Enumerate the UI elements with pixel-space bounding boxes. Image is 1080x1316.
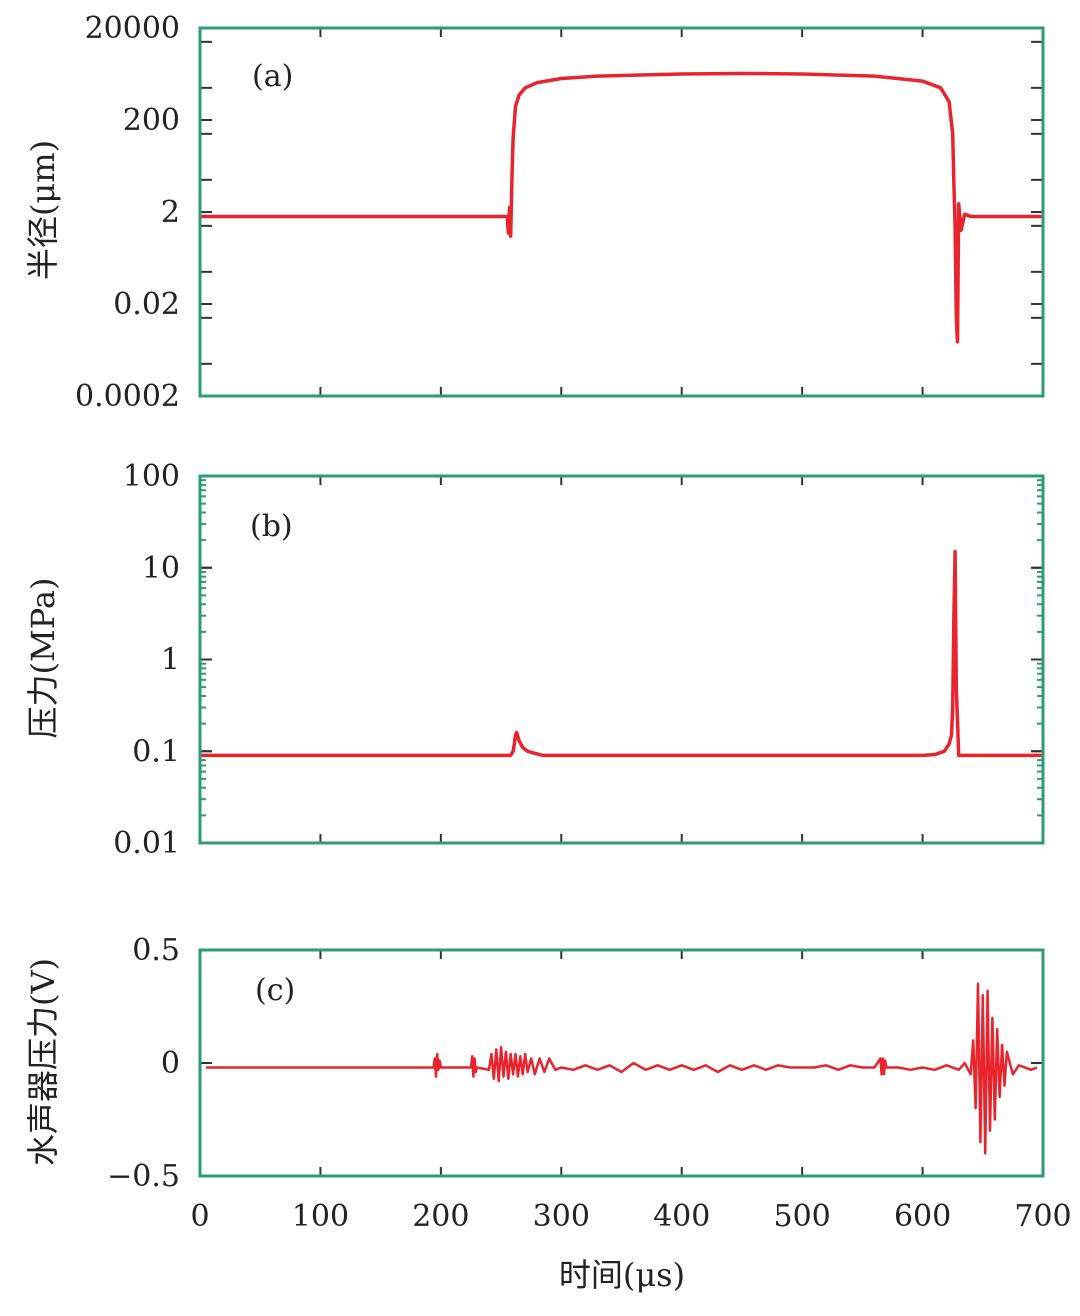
plot-frame-b [198, 474, 1045, 845]
y-tick-label: 1 [161, 643, 180, 678]
panel-a-radius: (a) 半径(μm) 20000 200 2 0.02 0.0002 [24, 11, 1045, 414]
panel-a-label: (a) [252, 59, 293, 94]
y-tick-label: 0 [161, 1046, 180, 1081]
x-tick-label: 400 [653, 1199, 710, 1234]
y-tick-label: 0.0002 [75, 379, 180, 414]
panel-b-ylabel: 压力(MPa) [24, 578, 62, 739]
x-tick-label: 600 [894, 1199, 951, 1234]
plot-frame-c [198, 948, 1045, 1178]
y-tick-label: 200 [123, 103, 180, 138]
y-tick-label: 100 [123, 459, 180, 494]
y-tick-label: 0.01 [113, 826, 180, 861]
panel-c-ylabel: 水声器压力(V) [24, 958, 62, 1166]
panel-b-label: (b) [250, 509, 293, 544]
panel-c-hydrophone: (c) 水声器压力(V) 0.5 0 −0.5 [24, 933, 1045, 1194]
y-tick-label: −0.5 [107, 1159, 180, 1194]
y-tick-label: 10 [142, 551, 180, 586]
y-tick-label: 0.02 [113, 287, 180, 322]
y-tick-label: 0.1 [132, 734, 180, 769]
x-tick-label: 300 [533, 1199, 590, 1234]
y-tick-label: 0.5 [132, 933, 180, 968]
panel-b-pressure: (b) 压力(MPa) 100 10 1 0.1 0.01 [24, 459, 1045, 861]
y-tick-label: 2 [161, 195, 180, 230]
x-axis: 时间(μs) 0 100 200 300 400 500 600 700 [190, 1199, 1071, 1294]
x-tick-label: 0 [190, 1199, 209, 1234]
y-tick-label: 20000 [85, 11, 180, 46]
series-line-c-0 [206, 982, 1038, 1155]
series-line-b-0 [200, 549, 1043, 758]
plot-frame-a [198, 26, 1045, 398]
panel-a-ylabel: 半径(μm) [24, 140, 62, 280]
x-tick-label: 500 [774, 1199, 831, 1234]
panel-c-label: (c) [255, 973, 295, 1008]
x-tick-label: 100 [292, 1199, 349, 1234]
x-tick-label: 200 [412, 1199, 469, 1234]
x-axis-label: 时间(μs) [559, 1256, 685, 1294]
series-line-a-0 [200, 71, 1043, 344]
x-tick-label: 700 [1014, 1199, 1071, 1234]
